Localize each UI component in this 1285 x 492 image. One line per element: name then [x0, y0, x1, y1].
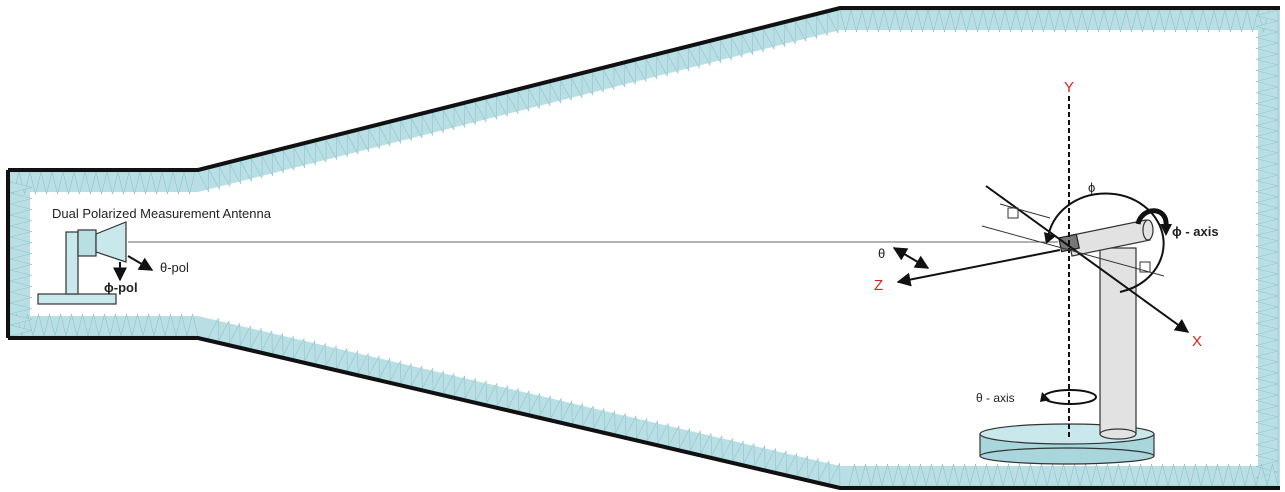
theta-axis-arrowhead	[1040, 392, 1050, 402]
positioner-column	[1099, 247, 1137, 435]
absorber-spike-row	[207, 318, 841, 487]
reference-plane-left	[999, 203, 1051, 219]
theta-axis-label: θ - axis	[976, 391, 1015, 405]
phi-arc	[1047, 192, 1165, 293]
z-axis-line	[896, 249, 1061, 287]
antenna-label: Dual Polarized Measurement Antenna	[52, 206, 272, 221]
theta-pol-arrow	[127, 255, 154, 271]
absorber-spike-row	[1255, 9, 1279, 484]
absorber-spike-row	[197, 10, 839, 193]
z-axis-label: Z	[874, 277, 883, 294]
phi-axis-rotation-arrow	[1135, 208, 1169, 227]
chamber-interior	[30, 30, 1258, 466]
absorber-spike-row	[848, 463, 1279, 487]
wall-bottom	[8, 336, 1280, 490]
theta-arrow	[892, 247, 930, 269]
theta-pol-label: θ-pol	[160, 260, 189, 275]
coordinate-axes	[892, 96, 1190, 440]
measurement-antenna	[37, 221, 154, 305]
phi-axis-label: ϕ - axis	[1172, 224, 1219, 239]
phi-arc-arrowhead	[1044, 232, 1056, 244]
absorber-layer	[7, 8, 1280, 488]
right-angle-mark-1	[1007, 207, 1019, 219]
antenna-mount	[77, 229, 97, 257]
absorber-spike-row	[10, 313, 199, 337]
phi-pol-label: ϕ-pol	[104, 280, 138, 295]
phi-label: ϕ	[1088, 180, 1095, 195]
theta-label: θ	[878, 246, 885, 261]
y-axis-label: Y	[1064, 79, 1074, 96]
absorber-spike-row	[839, 9, 1270, 33]
absorber-spikes	[7, 9, 1279, 487]
column-base	[1099, 428, 1137, 440]
wall-top	[8, 6, 1280, 172]
right-angle-mark-2	[1139, 261, 1151, 273]
turntable-bottom	[979, 447, 1155, 465]
antenna-post	[65, 231, 79, 295]
chamber-walls	[6, 6, 1280, 490]
absorber-spike-row	[7, 171, 196, 195]
horn-antenna	[95, 221, 127, 263]
boom-end	[1142, 219, 1154, 241]
phi-axis-arrowhead	[1160, 224, 1172, 236]
positioner	[979, 208, 1172, 465]
antenna-base-plate	[37, 293, 117, 305]
absorber-spike-row	[9, 181, 33, 337]
x-axis-label: X	[1192, 333, 1202, 350]
reference-plane-top	[981, 225, 1165, 277]
x-axis-line	[985, 185, 1190, 333]
